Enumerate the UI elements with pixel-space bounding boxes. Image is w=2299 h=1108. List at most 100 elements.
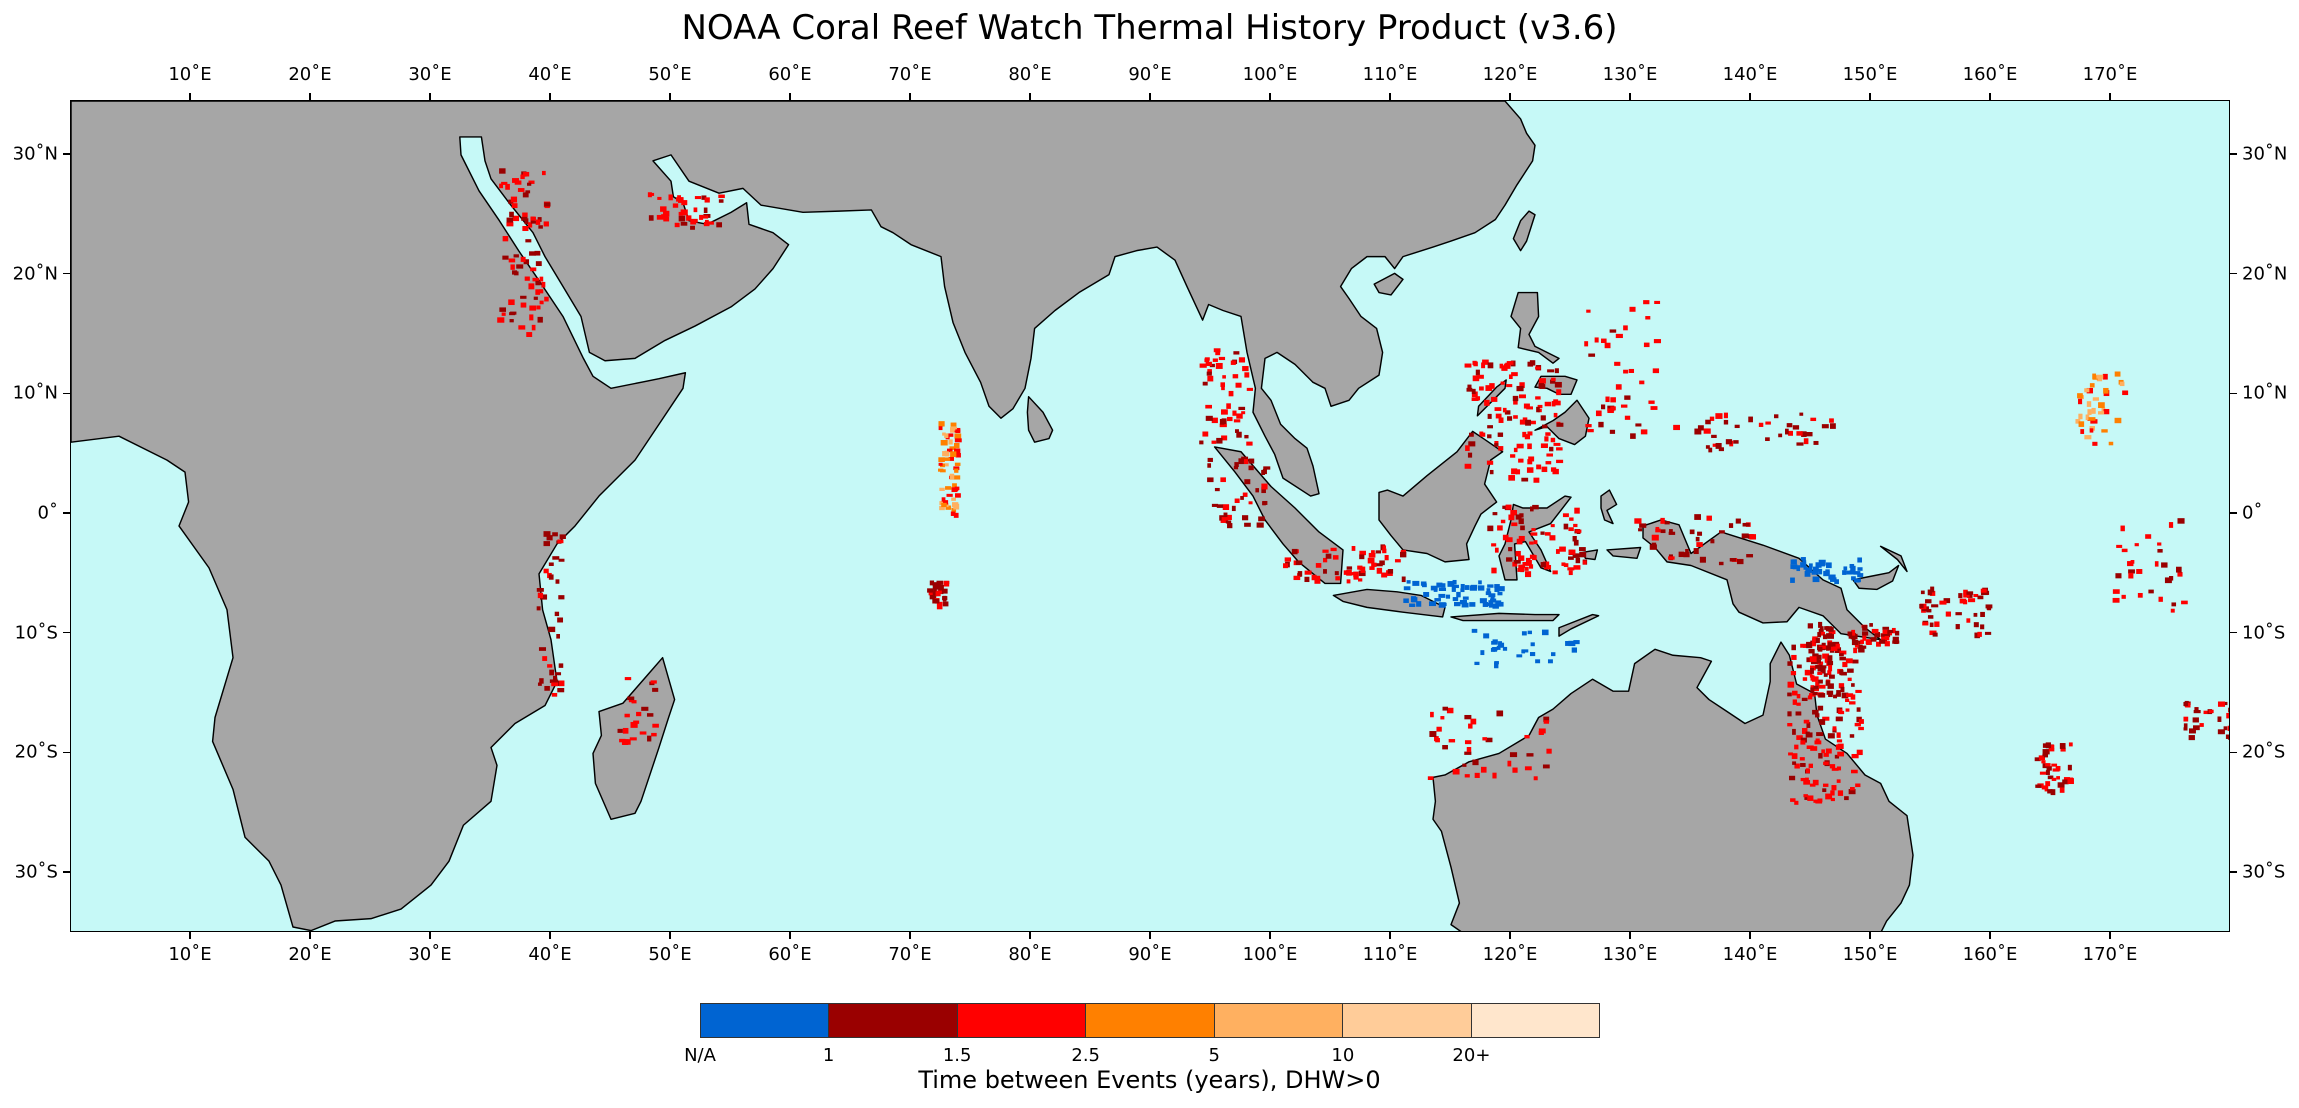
reef-pixel: [942, 588, 948, 594]
colorbar-title: Time between Events (years), DHW>0: [918, 1066, 1381, 1094]
reef-pixel: [1871, 628, 1879, 634]
reef-pixel: [1796, 693, 1801, 699]
longitude-tick-label: 100˚E: [1242, 944, 1298, 965]
reef-pixel: [1221, 435, 1228, 441]
reef-pixel: [1605, 396, 1610, 403]
colorbar: [700, 1003, 1600, 1038]
reef-pixel: [557, 617, 564, 623]
reef-pixel: [2130, 560, 2135, 564]
reef-pixel: [1585, 424, 1592, 428]
reef-pixel: [1527, 459, 1533, 465]
reef-pixel: [1222, 375, 1226, 379]
reef-pixel: [1809, 783, 1816, 787]
reef-pixel: [1490, 647, 1496, 652]
reef-pixel: [1514, 560, 1521, 564]
reef-pixel: [1826, 646, 1830, 651]
reef-pixel: [2101, 429, 2108, 433]
reef-pixel: [1819, 665, 1827, 669]
colorbar-segment: [1471, 1004, 1599, 1037]
reef-pixel: [950, 427, 955, 433]
colorbar-segment: [1214, 1004, 1344, 1037]
reef-pixel: [624, 677, 632, 681]
reef-pixel: [516, 264, 524, 269]
reef-pixel: [1479, 386, 1484, 391]
reef-pixel: [1835, 693, 1841, 697]
reef-pixel: [1498, 417, 1504, 423]
reef-pixel: [538, 647, 547, 651]
reef-pixel: [1741, 533, 1749, 539]
reef-pixel: [1736, 558, 1744, 565]
reef-pixel: [1474, 661, 1480, 666]
reef-pixel: [1708, 447, 1713, 453]
reef-pixel: [499, 168, 506, 174]
longitude-tick-label: 10˚E: [168, 64, 212, 85]
reef-pixel: [558, 595, 565, 600]
reef-pixel: [1205, 361, 1212, 367]
reef-pixel: [641, 706, 649, 711]
reef-pixel: [1486, 588, 1491, 594]
reef-pixel: [1689, 529, 1695, 535]
reef-pixel: [951, 507, 957, 513]
reef-pixel: [1639, 523, 1647, 528]
reef-pixel: [511, 270, 518, 275]
reef-pixel: [1678, 551, 1685, 558]
reef-pixel: [1428, 601, 1437, 607]
reef-pixel: [1565, 640, 1572, 646]
reef-pixel: [650, 680, 657, 684]
reef-pixel: [529, 305, 537, 311]
reef-pixel: [1850, 694, 1856, 700]
reef-pixel: [524, 218, 529, 225]
reef-pixel: [1533, 776, 1538, 781]
reef-pixel: [954, 433, 962, 439]
reef-pixel: [936, 580, 943, 585]
reef-pixel: [1853, 571, 1861, 575]
reef-pixel: [936, 590, 942, 594]
reef-pixel: [543, 531, 551, 537]
longitude-tick-label: 70˚E: [888, 944, 932, 965]
reef-pixel: [1930, 586, 1935, 593]
reef-pixel: [2045, 781, 2051, 787]
reef-pixel: [1236, 413, 1243, 419]
reef-pixel: [1226, 403, 1231, 409]
map-panel[interactable]: [70, 100, 2230, 932]
reef-pixel: [1858, 646, 1865, 653]
reef-pixel: [1218, 356, 1226, 361]
reef-pixel: [1821, 424, 1829, 429]
reef-pixel: [2089, 383, 2095, 388]
reef-pixel: [1796, 664, 1802, 669]
reef-pixel: [1958, 593, 1963, 599]
reef-pixel: [1205, 415, 1213, 421]
latitude-tick-label: 20˚N: [12, 263, 58, 285]
reef-pixel: [1297, 571, 1303, 577]
tick-mark: [1389, 932, 1391, 939]
tick-mark: [1029, 93, 1031, 100]
reef-pixel: [1653, 339, 1661, 344]
reef-pixel: [2090, 419, 2098, 424]
reef-pixel: [1491, 396, 1498, 402]
reef-pixel: [1429, 731, 1437, 737]
reef-pixel: [1248, 465, 1254, 471]
reef-pixel: [506, 217, 514, 223]
reef-pixel: [1837, 743, 1844, 749]
reef-pixel: [628, 698, 634, 703]
reef-pixel: [1963, 589, 1968, 595]
reef-pixel: [953, 466, 960, 471]
latitude-tick-label: 10˚N: [2242, 382, 2288, 404]
reef-pixel: [1211, 503, 1219, 507]
reef-pixel: [1379, 560, 1385, 566]
reef-pixel: [2048, 748, 2055, 752]
reef-pixel: [1615, 384, 1622, 390]
reef-pixel: [1480, 650, 1485, 656]
reef-pixel: [2217, 716, 2222, 722]
reef-pixel: [2103, 408, 2110, 415]
reef-pixel: [1792, 564, 1797, 570]
reef-pixel: [2154, 561, 2159, 567]
reef-pixel: [1980, 588, 1987, 593]
reef-pixel: [1600, 404, 1606, 410]
reef-pixel: [1609, 329, 1617, 333]
reef-pixel: [1516, 443, 1524, 449]
reef-pixel: [537, 316, 543, 323]
reef-pixel: [1502, 534, 1509, 541]
reef-pixel: [1829, 418, 1834, 423]
reef-pixel: [1920, 590, 1925, 595]
